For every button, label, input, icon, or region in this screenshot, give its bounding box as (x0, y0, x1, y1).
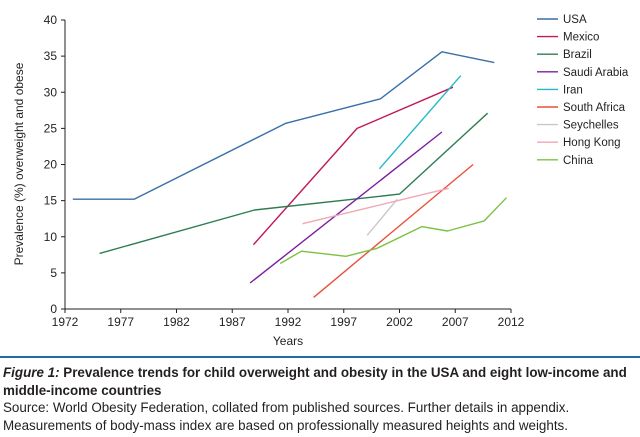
series-line-mexico (252, 86, 454, 246)
x-tick-label: 2007 (442, 315, 469, 329)
legend-label-brazil: Brazil (563, 49, 592, 61)
plot-lines (72, 51, 508, 298)
y-tick-label: 40 (44, 13, 58, 27)
legend-label-south-africa: South Africa (563, 102, 626, 114)
x-tick-label: 1992 (275, 315, 302, 329)
series-line-south-africa (313, 163, 474, 298)
x-tick-label: 2002 (386, 315, 413, 329)
y-tick-label: 25 (44, 121, 58, 135)
series-line-usa (72, 51, 495, 200)
series-line-seychelles (366, 198, 398, 236)
figure-label: Figure 1: (3, 365, 60, 380)
x-tick-label: 1982 (163, 315, 190, 329)
legend-label-seychelles: Seychelles (563, 120, 619, 132)
axis-ticks: 0 5 10 15 20 25 30 35 40 1972 1977 1982 1987 1992 1997… (44, 13, 525, 329)
y-tick-label: 35 (44, 49, 58, 63)
y-tick-label: 15 (44, 194, 58, 208)
x-tick-label: 1997 (330, 315, 357, 329)
x-tick-label: 2012 (498, 315, 525, 329)
figure-source: Source: World Obesity Federation, collat… (3, 400, 570, 433)
caption-divider (0, 356, 640, 358)
figure-title-text: Prevalence trends for child overweight a… (3, 365, 627, 398)
legend-label-usa: USA (563, 14, 587, 26)
series-line-iran (378, 75, 462, 170)
series-line-hong-kong (302, 187, 449, 225)
legend-label-iran: Iran (563, 84, 583, 96)
legend-label-hong-kong: Hong Kong (563, 137, 621, 149)
x-tick-label: 1972 (52, 315, 79, 329)
series-line-brazil (99, 112, 489, 255)
chart-axes (64, 20, 511, 310)
legend-label-mexico: Mexico (563, 32, 599, 44)
figure-title: Figure 1: Prevalence trends for child ov… (3, 365, 627, 398)
y-axis-title: Prevalence (%) overweight and obese (12, 62, 26, 265)
y-tick-label: 0 (50, 302, 57, 316)
y-tick-label: 10 (44, 230, 58, 244)
y-tick-label: 5 (50, 266, 57, 280)
x-tick-label: 1987 (219, 315, 246, 329)
line-chart: 0 5 10 15 20 25 30 35 40 1972 1977 1982 1987 1992 1997… (12, 13, 629, 348)
legend-label-saudi-arabia: Saudi Arabia (563, 67, 629, 79)
figure-caption: Figure 1: Prevalence trends for child ov… (3, 364, 635, 434)
series-line-saudi-arabia (249, 131, 443, 284)
legend-label-china: China (563, 155, 594, 167)
series-line-china (279, 197, 508, 265)
y-tick-label: 30 (44, 85, 58, 99)
x-axis-title: Years (273, 334, 303, 348)
x-tick-label: 1977 (107, 315, 134, 329)
chart-legend: USA Mexico Brazil Saudi Arabia Iran South Afr… (537, 14, 629, 167)
y-tick-label: 20 (44, 158, 58, 172)
